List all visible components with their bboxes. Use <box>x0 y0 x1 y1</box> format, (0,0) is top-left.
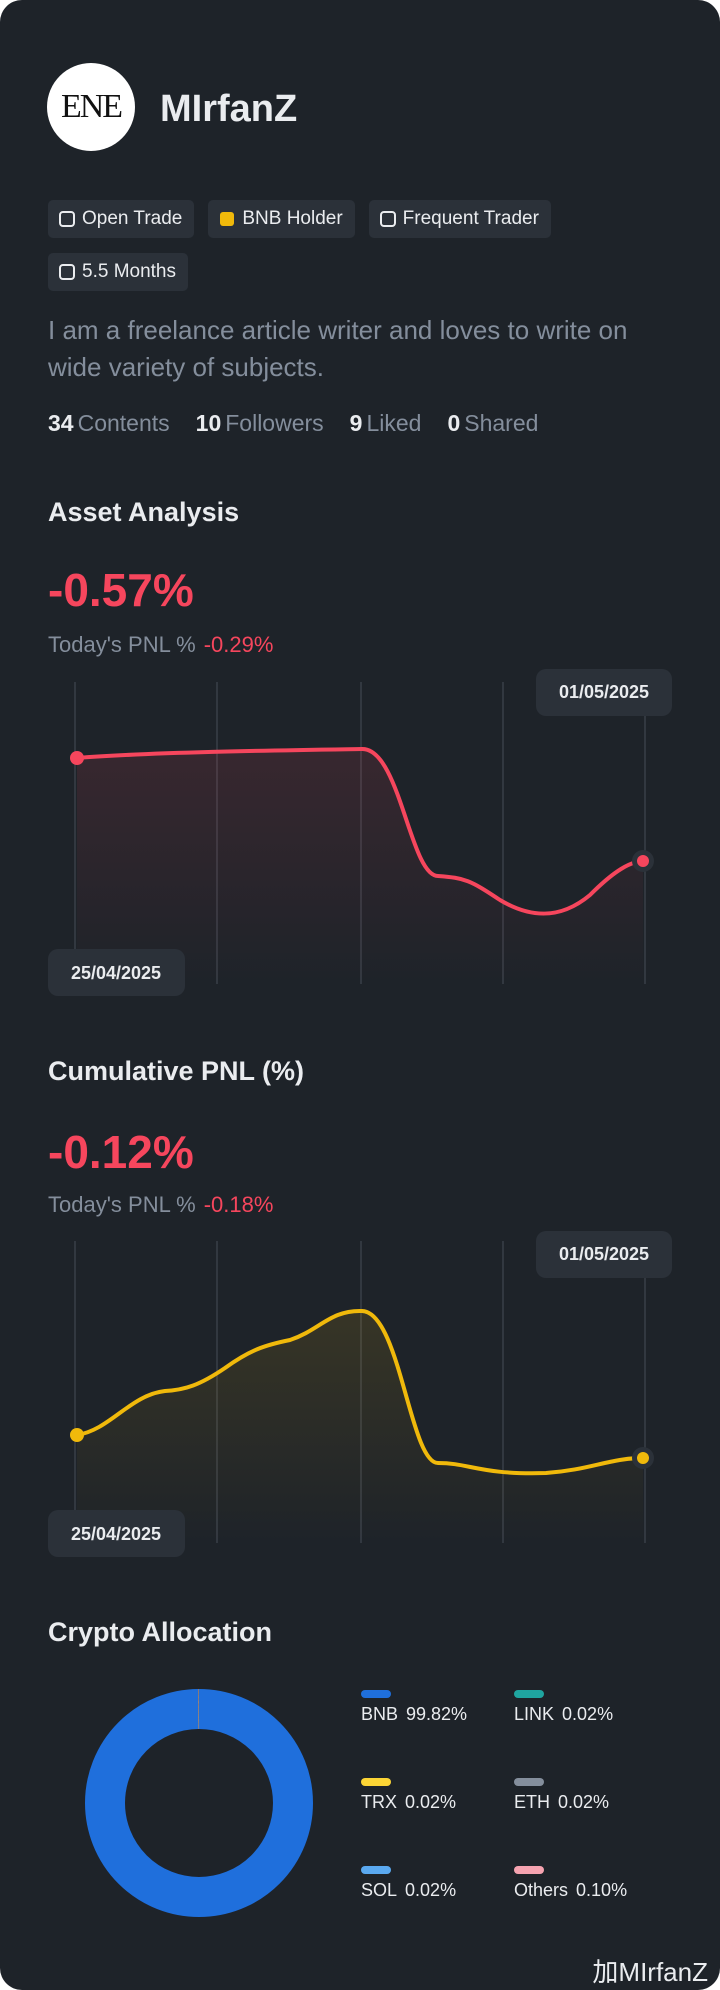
stat-value: 10 <box>195 410 222 436</box>
badge-icon <box>59 211 75 227</box>
section-title: Crypto Allocation <box>48 1617 273 1647</box>
badges: Open Trade BNB Holder Frequent Trader 5.5 M… <box>48 200 588 291</box>
tooltip <box>536 669 672 716</box>
legend-name: SOL <box>361 1880 397 1900</box>
point <box>637 855 649 867</box>
line <box>76 1308 644 1476</box>
icon-shape <box>220 212 235 226</box>
legend-label: TRX 0.02% <box>361 1792 456 1812</box>
area <box>77 1310 643 1543</box>
stat-label: Contents <box>77 410 170 436</box>
stat-value: 34 <box>48 410 74 436</box>
line <box>76 746 644 916</box>
badge: Open Trade <box>48 200 195 238</box>
legend-name: BNB <box>361 1704 398 1724</box>
donut-segment <box>85 1689 313 1917</box>
stat: 10 Followers <box>196 410 324 437</box>
legend-name: TRX <box>361 1792 397 1812</box>
start-date: 25/04/2025 <box>71 1524 161 1544</box>
donut <box>85 1689 313 1917</box>
today-value: -0.29% <box>203 632 274 657</box>
legend-value: 0.10% <box>576 1880 627 1900</box>
today-value: -0.18% <box>203 1192 274 1217</box>
start-date: 25/04/2025 <box>71 963 161 983</box>
section-title: Asset Analysis <box>48 497 240 527</box>
stat-value: 9 <box>349 410 363 436</box>
badge-icon <box>379 211 396 227</box>
badge: Frequent Trader <box>368 200 551 238</box>
legend-swatch <box>361 1778 391 1786</box>
legend-name: Others <box>514 1880 568 1900</box>
legend-label: Others 0.10% <box>514 1880 627 1900</box>
stat-label: Liked <box>366 410 422 436</box>
today-pnl: Today's PNL % -0.18% <box>48 1192 273 1218</box>
badge-text: 5.5 Months <box>82 261 176 282</box>
tooltip <box>48 949 185 996</box>
user-name: MIrfanZ <box>160 88 298 130</box>
stat-label: Followers <box>225 410 324 436</box>
legend-swatch <box>514 1866 544 1874</box>
stat: 9 Liked <box>350 410 422 437</box>
bio: I am a freelance article writer and love… <box>48 315 628 382</box>
badge: BNB Holder <box>208 200 355 238</box>
legend-label: BNB 99.82% <box>361 1704 467 1724</box>
legend-value: 0.02% <box>405 1792 456 1812</box>
badge-icon <box>59 264 75 280</box>
today-label: Today's PNL % <box>48 632 196 657</box>
badge-text: Open Trade <box>82 208 183 229</box>
legend-label: SOL 0.02% <box>361 1880 456 1900</box>
stat: 34 Contents <box>48 410 170 437</box>
today-pnl: Today's PNL % -0.29% <box>48 632 273 658</box>
badge-text: BNB Holder <box>242 208 343 229</box>
stat-value: 0 <box>447 410 461 436</box>
watermark: 加MIrfanZ <box>592 1957 708 1987</box>
legend-value: 0.02% <box>562 1704 613 1724</box>
legend-value: 0.02% <box>405 1880 456 1900</box>
legend: BNB 99.82% LINK 0.02% TRX 0.02% ETH 0.02% SOL 0.0… <box>361 1690 627 1900</box>
icon-shape <box>59 264 75 280</box>
point <box>70 751 84 765</box>
avatar: ENE <box>47 63 135 151</box>
end-date: 01/05/2025 <box>559 682 649 702</box>
section-title: Cumulative PNL (%) <box>48 1056 305 1086</box>
today-label: Today's PNL % <box>48 1192 196 1217</box>
badge-icon <box>220 212 235 226</box>
badge: 5.5 Months <box>48 253 188 291</box>
legend-label: ETH 0.02% <box>514 1792 609 1812</box>
point <box>70 1428 84 1442</box>
area <box>77 748 643 984</box>
legend-label: LINK 0.02% <box>514 1704 613 1724</box>
asset-change: -0.57% <box>48 564 194 616</box>
icon-shape <box>379 211 396 227</box>
pnl-change: -0.12% <box>48 1126 194 1178</box>
donut-segment <box>85 1689 313 1917</box>
legend-name: LINK <box>514 1704 554 1724</box>
stat: 0 Shared <box>447 410 538 437</box>
badge-text: Frequent Trader <box>402 208 539 229</box>
legend-swatch <box>361 1866 391 1874</box>
tooltip <box>536 1231 672 1278</box>
legend-swatch <box>514 1690 544 1698</box>
point <box>637 1452 649 1464</box>
legend-swatch <box>361 1690 391 1698</box>
stats: 34 Contents 10 Followers 9 Liked 0 Shared <box>48 410 538 437</box>
tooltip <box>48 1510 185 1557</box>
legend-name: ETH <box>514 1792 550 1812</box>
stat-label: Shared <box>464 410 539 436</box>
end-date: 01/05/2025 <box>559 1244 649 1264</box>
legend-value: 0.02% <box>558 1792 609 1812</box>
icon-shape <box>59 211 75 227</box>
legend-value: 99.82% <box>406 1704 467 1724</box>
legend-swatch <box>514 1778 544 1786</box>
